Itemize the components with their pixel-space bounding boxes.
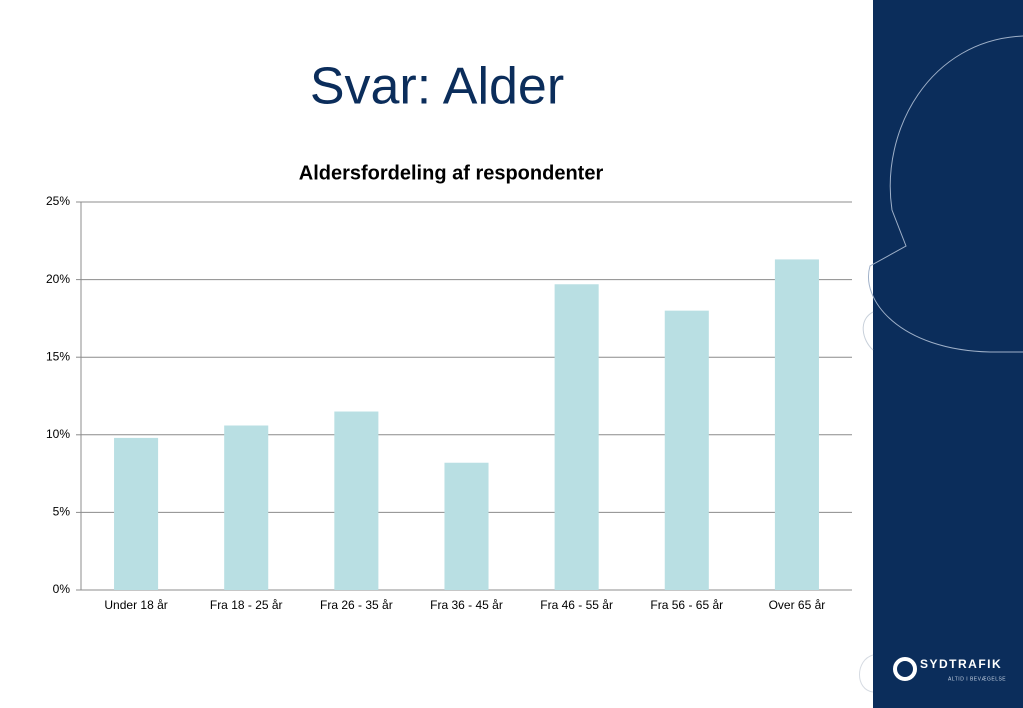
logo-icon	[893, 657, 917, 681]
decor-curve	[868, 35, 1023, 353]
y-tick-label: 15%	[46, 349, 70, 363]
x-tick-label: Fra 18 - 25 år	[210, 598, 283, 612]
bar	[444, 462, 489, 590]
decor-curve	[859, 654, 874, 693]
y-tick-label: 25%	[46, 194, 70, 208]
bar	[774, 259, 819, 590]
side-panel	[873, 0, 1023, 708]
logo-name: SYDTRAFIK	[920, 657, 1002, 671]
x-tick-label: Fra 26 - 35 år	[320, 598, 393, 612]
bar	[664, 310, 709, 590]
y-tick-label: 20%	[46, 272, 70, 286]
x-tick-label: Fra 56 - 65 år	[650, 598, 723, 612]
x-tick-label: Over 65 år	[769, 598, 826, 612]
decor-curve	[862, 311, 874, 351]
x-tick-label: Fra 46 - 55 år	[540, 598, 613, 612]
bar	[224, 425, 269, 590]
y-tick-label: 5%	[53, 505, 71, 519]
x-tick-label: Fra 36 - 45 år	[430, 598, 503, 612]
slide-title: Svar: Alder	[310, 58, 564, 116]
x-tick-label: Under 18 år	[104, 598, 167, 612]
y-tick-label: 10%	[46, 427, 70, 441]
logo-tagline: ALTID I BEVÆGELSE	[948, 676, 1006, 682]
bar	[114, 437, 159, 590]
bar	[334, 411, 379, 590]
y-tick-label: 0%	[53, 582, 71, 596]
chart-title: Aldersfordeling af respondenter	[299, 162, 604, 184]
bar	[554, 284, 599, 590]
